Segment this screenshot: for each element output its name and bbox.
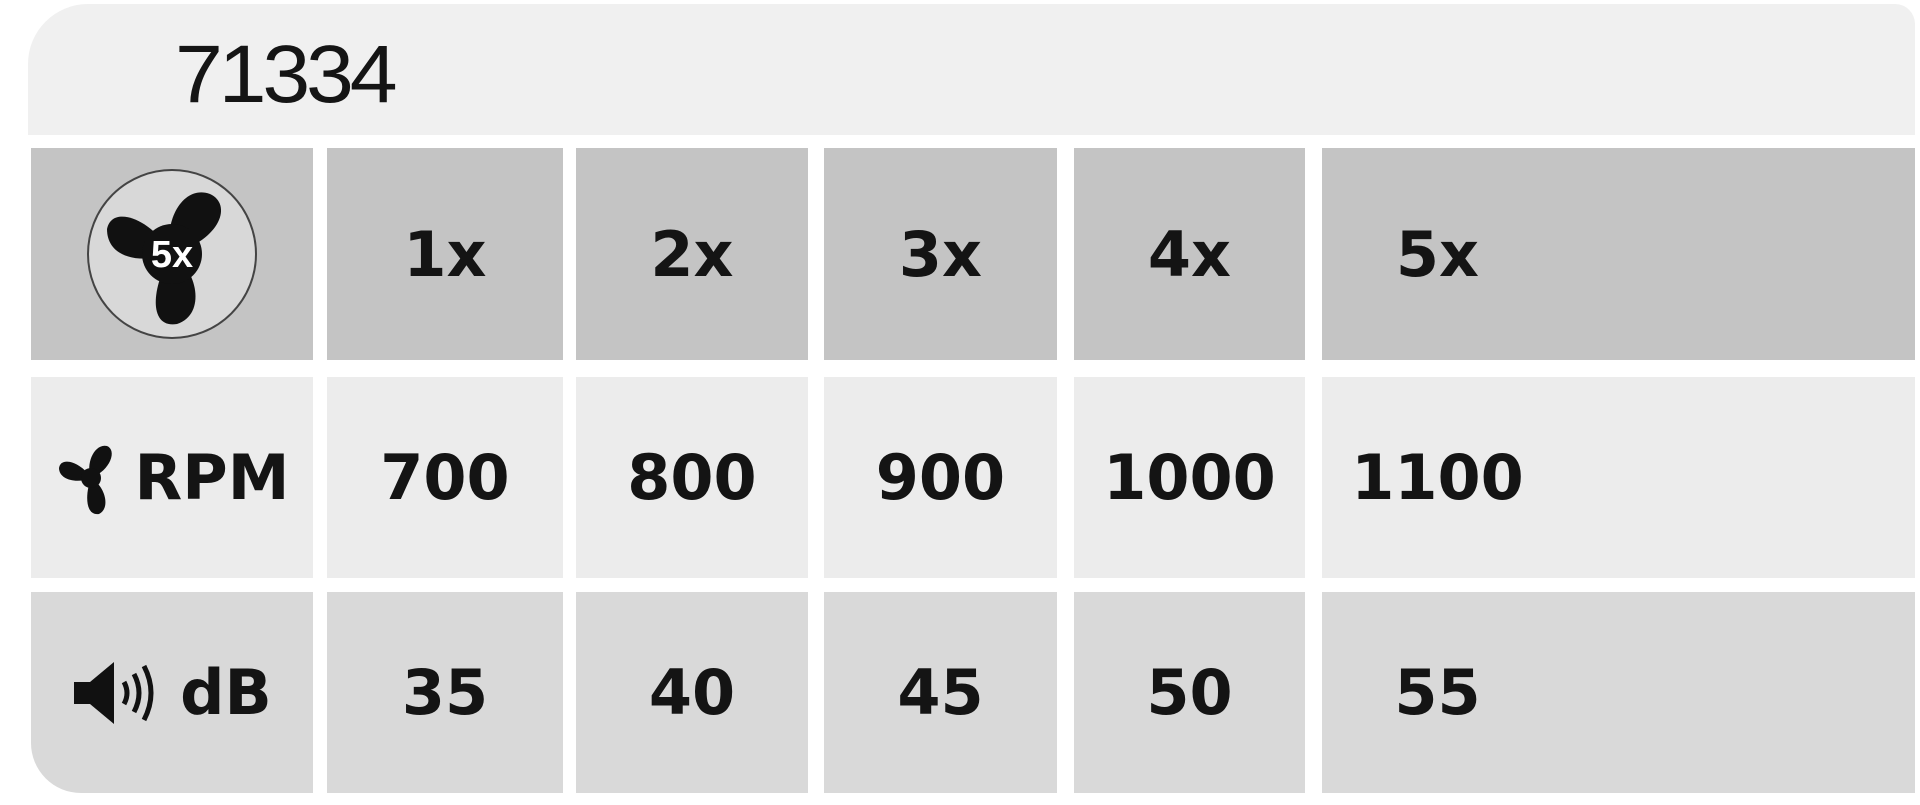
title-bar: 71334 <box>28 4 1915 135</box>
level-5x: 5x <box>1395 217 1480 291</box>
fan-5x-label: 5x <box>151 234 193 276</box>
level-3x: 3x <box>824 148 1057 360</box>
rpm-value-cell: 1100 <box>1322 377 1915 578</box>
rpm-value: 1000 <box>1074 377 1305 578</box>
speaker-icon <box>74 661 154 724</box>
fan-speed-header-cell: 5x <box>31 148 313 360</box>
db-value: 50 <box>1074 592 1305 793</box>
db-value: 55 <box>1394 656 1481 729</box>
db-label-cell: dB <box>31 592 313 793</box>
db-label: dB <box>180 656 272 729</box>
rpm-label-cell: RPM <box>31 377 313 578</box>
rpm-value: 1100 <box>1351 441 1524 514</box>
level-2x: 2x <box>576 148 808 360</box>
rpm-label: RPM <box>134 441 290 514</box>
level-1x: 1x <box>327 148 563 360</box>
rpm-value: 900 <box>824 377 1057 578</box>
model-title: 71334 <box>175 29 398 120</box>
db-value-cell: 55 <box>1322 592 1915 793</box>
fan-5x-icon: 5x <box>87 169 257 339</box>
db-value: 40 <box>576 592 808 793</box>
level-4x: 4x <box>1074 148 1305 360</box>
fan-icon <box>58 445 112 514</box>
rpm-value: 800 <box>576 377 808 578</box>
db-value: 45 <box>824 592 1057 793</box>
rpm-value: 700 <box>327 377 563 578</box>
db-value: 35 <box>327 592 563 793</box>
level-5x-cell: 5x <box>1322 148 1915 360</box>
